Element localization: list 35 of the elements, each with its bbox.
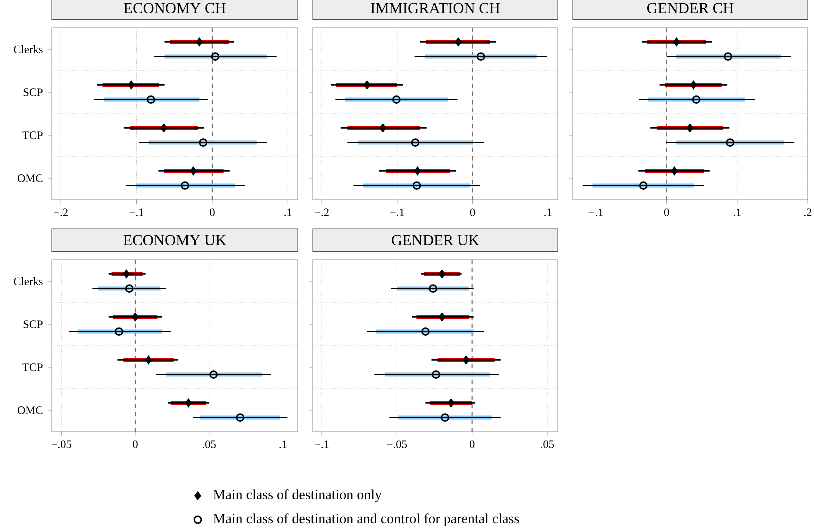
y-tick-label: SCP — [24, 88, 43, 96]
x-tick-label: −.1 — [315, 440, 329, 448]
x-tick-label: −.05 — [387, 440, 408, 448]
y-tick-label: OMC — [18, 174, 43, 182]
x-tick-label: .05 — [541, 440, 554, 448]
x-tick-label: 0 — [470, 208, 476, 216]
y-tick-label: TCP — [22, 364, 43, 372]
chart-title: GENDER CH — [647, 3, 734, 14]
x-tick-label: 0 — [664, 208, 670, 216]
chart-title: GENDER UK — [392, 235, 480, 246]
legend-label: Main class of destination only — [214, 490, 382, 502]
x-tick-label: .1 — [280, 440, 287, 448]
chart-title: ECONOMY CH — [124, 3, 226, 14]
x-tick-label: .1 — [284, 208, 292, 216]
y-tick-label: OMC — [18, 406, 43, 414]
x-tick-label: −.05 — [52, 440, 72, 448]
y-tick-label: TCP — [22, 132, 43, 140]
x-tick-label: −.1 — [589, 208, 604, 216]
chart-title: ECONOMY UK — [124, 235, 227, 246]
x-tick-label: −.2 — [315, 208, 329, 216]
x-tick-label: .1 — [544, 208, 552, 216]
x-tick-label: 0 — [210, 208, 215, 216]
x-tick-label: −.2 — [54, 208, 68, 216]
chart-title: IMMIGRATION CH — [371, 3, 500, 14]
x-tick-label: .2 — [804, 208, 812, 216]
x-tick-label: 0 — [133, 440, 138, 448]
x-tick-label: 0 — [470, 440, 475, 448]
legend-label: Main class of destination and control for parental class — [214, 514, 520, 526]
x-tick-label: −.1 — [390, 208, 404, 216]
y-tick-label: Clerks — [14, 46, 43, 54]
y-tick-label: SCP — [24, 320, 43, 328]
y-tick-label: Clerks — [14, 278, 43, 286]
x-tick-label: .1 — [734, 208, 741, 216]
x-tick-label: .05 — [203, 440, 216, 448]
x-tick-label: −.1 — [130, 208, 144, 216]
